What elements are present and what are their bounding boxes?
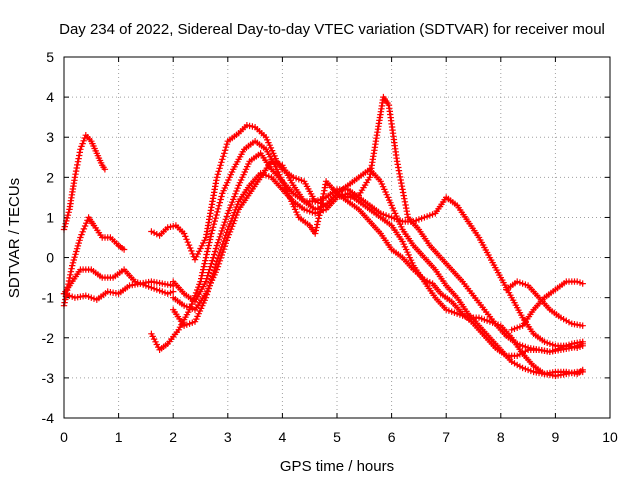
series-trace [172, 152, 584, 349]
x-tick-label: 5 [333, 429, 341, 445]
series-s9 [170, 150, 586, 351]
y-tick-label: -3 [42, 370, 55, 386]
series-markers [60, 214, 128, 309]
series-s8 [170, 170, 586, 380]
x-tick-label: 2 [169, 429, 177, 445]
y-tick-label: -1 [42, 290, 55, 306]
series-s2 [60, 214, 128, 309]
x-tick-label: 3 [224, 429, 232, 445]
y-tick-label: 3 [46, 129, 54, 145]
x-tick-label: 0 [60, 429, 68, 445]
axes: 0 1 2 3 4 5 6 7 8 9 10 -4 -3 -2 -1 0 1 2 3 4 5 [42, 49, 618, 445]
y-tick-label: 1 [46, 209, 54, 225]
series-markers [170, 158, 586, 378]
y-tick-label: 4 [46, 89, 54, 105]
series-markers [170, 150, 586, 351]
x-axis-label: GPS time / hours [280, 458, 394, 475]
x-tick-label: 8 [497, 429, 505, 445]
chart-title: Day 234 of 2022, Sidereal Day-to-day VTE… [59, 21, 605, 38]
plot-frame [63, 56, 611, 419]
x-tick-label: 7 [442, 429, 450, 445]
series-s11 [508, 278, 586, 333]
y-tick-label: 2 [46, 169, 54, 185]
y-axis-label: SDTVAR / TECUs [6, 178, 23, 298]
y-tick-label: 5 [46, 49, 54, 65]
data-series [60, 93, 586, 380]
series-s1 [60, 132, 109, 233]
series-markers [503, 278, 586, 329]
x-tick-label: 10 [602, 429, 618, 445]
series-markers [508, 278, 586, 333]
x-tick-label: 6 [388, 429, 396, 445]
y-tick-label: -2 [42, 330, 55, 346]
series-markers [170, 170, 586, 380]
series-s10 [503, 278, 586, 329]
y-tick-label: 0 [46, 250, 54, 266]
x-tick-label: 9 [552, 429, 560, 445]
x-tick-label: 4 [279, 429, 287, 445]
y-tick-label: -4 [42, 410, 55, 426]
x-tick-label: 1 [115, 429, 123, 445]
grid-lines [64, 57, 610, 418]
series-s7 [170, 158, 586, 378]
